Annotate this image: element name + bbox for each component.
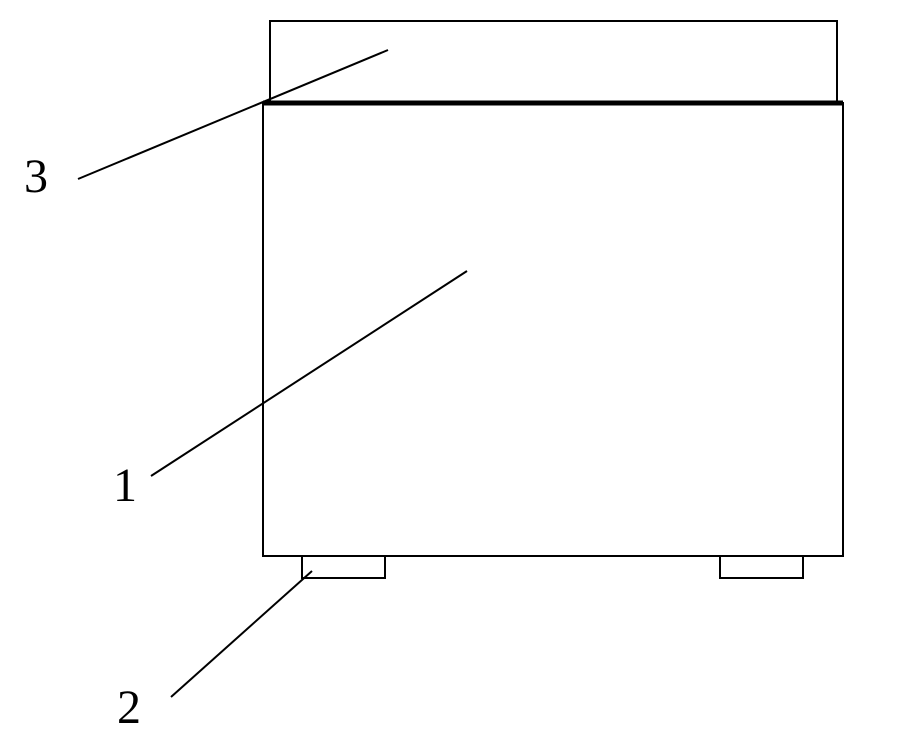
foot-rect-1 xyxy=(720,556,803,578)
leader-line-0 xyxy=(78,50,388,179)
label-2: 2 xyxy=(117,680,141,735)
main-body-rect xyxy=(263,103,843,556)
label-1: 1 xyxy=(113,458,137,513)
leader-line-1 xyxy=(151,271,467,476)
leader-line-2 xyxy=(171,571,312,697)
diagram-canvas xyxy=(0,0,911,721)
lid-rect xyxy=(270,21,837,103)
foot-rect-0 xyxy=(302,556,385,578)
label-3: 3 xyxy=(24,149,48,204)
